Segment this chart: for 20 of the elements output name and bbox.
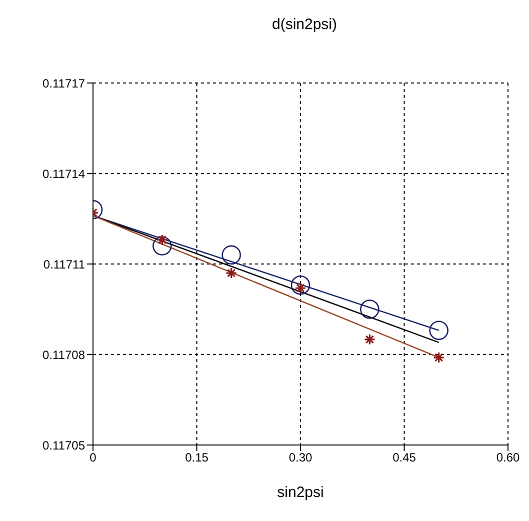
point — [364, 334, 376, 346]
y-tick-label: 0.11708 — [42, 348, 86, 362]
y-tick-label: 0.11705 — [42, 438, 86, 452]
y-tick-label: 0.11717 — [42, 76, 86, 90]
point — [152, 236, 172, 256]
x-tick-label: 0.15 — [185, 450, 209, 465]
point — [433, 352, 445, 364]
point — [290, 275, 310, 295]
point — [429, 320, 448, 340]
x-tick-label: 0.45 — [392, 450, 416, 465]
point — [226, 267, 238, 279]
point — [222, 245, 241, 265]
x-tick-label: 0.30 — [288, 450, 312, 465]
y-tick-label: 0.11714 — [42, 166, 86, 181]
x-axis-title: sin2psi — [277, 484, 324, 501]
x-tick-label: 0 — [90, 450, 97, 465]
point — [360, 300, 380, 319]
chart-title: d(sin2psi) — [270, 15, 338, 35]
y-tick-label: 0.11711 — [43, 257, 86, 272]
x-tick-label: 0.60 — [496, 450, 520, 465]
